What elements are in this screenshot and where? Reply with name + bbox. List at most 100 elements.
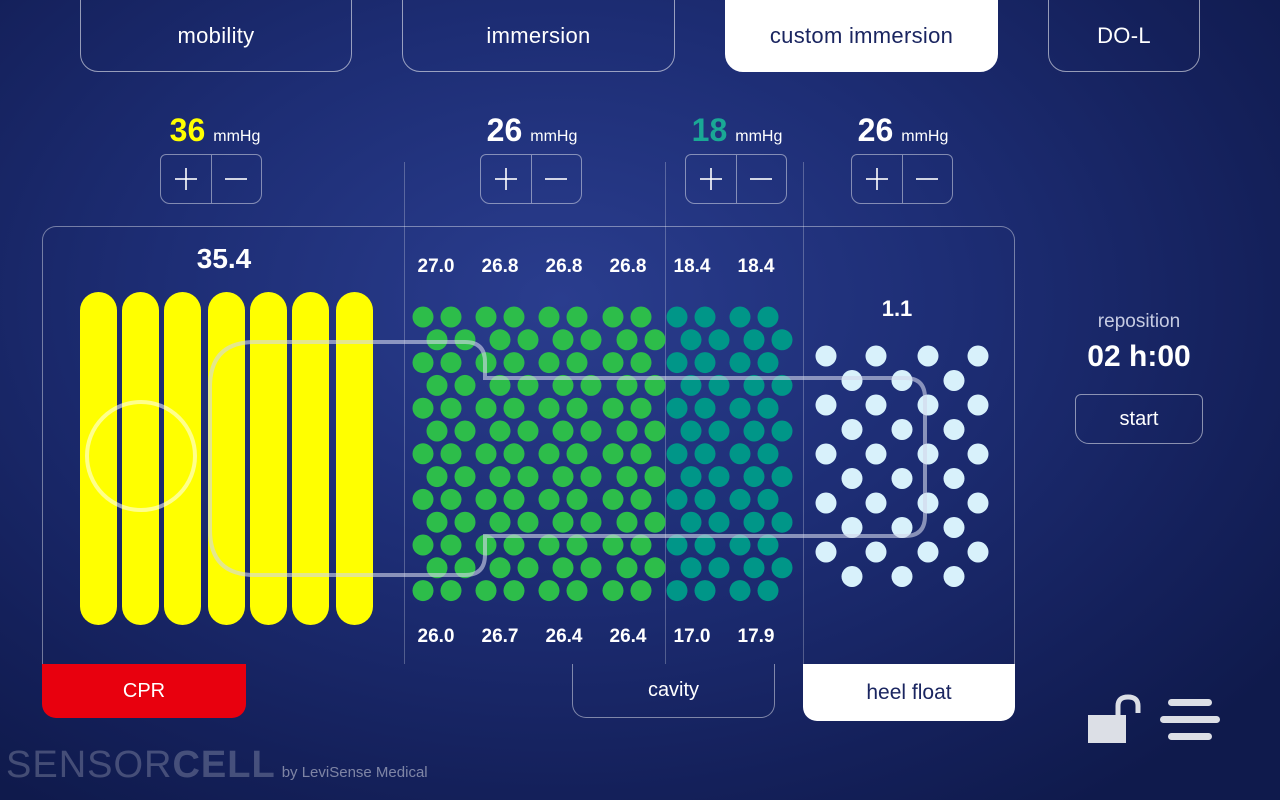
cavity-cell	[680, 329, 702, 351]
tab-custom-immersion[interactable]: custom immersion	[725, 0, 998, 72]
torso-cell	[503, 580, 525, 602]
heel-cell	[891, 419, 913, 440]
torso-top-reading: 27.0	[417, 256, 455, 277]
torso-cell	[566, 580, 588, 602]
torso-cell	[602, 306, 624, 328]
cavity-cell	[743, 329, 765, 351]
cavity-button-label: cavity	[647, 679, 700, 701]
cavity-button[interactable]: cavity	[572, 664, 775, 718]
heel-minus-button[interactable]	[901, 155, 953, 203]
hamburger-menu-icon[interactable]	[1158, 698, 1222, 744]
torso-cell	[602, 443, 624, 465]
tab-mobility[interactable]: mobility	[80, 0, 352, 72]
heel-cell	[891, 517, 913, 538]
torso-minus-button[interactable]	[530, 155, 582, 203]
cavity-cell	[708, 329, 730, 351]
cpr-pressure-value: 36	[169, 112, 206, 148]
brand-logo: SENSORCELL by LeviSense Medical	[6, 744, 428, 787]
torso-cell	[489, 466, 511, 488]
torso-cell	[426, 420, 448, 442]
start-button[interactable]: start	[1075, 394, 1203, 444]
reposition-label: reposition	[1097, 311, 1181, 332]
cavity-cell	[708, 557, 730, 579]
heel-cell	[841, 419, 863, 440]
unlock-icon[interactable]	[1086, 693, 1142, 745]
reposition-timer: 02 h:00	[1070, 340, 1208, 374]
torso-cell	[489, 420, 511, 442]
cavity-cells	[666, 306, 793, 602]
cavity-cell	[666, 443, 688, 465]
torso-cell	[602, 580, 624, 602]
torso-cell	[616, 511, 638, 533]
cavity-cell	[666, 488, 688, 510]
heel-cell	[967, 443, 989, 465]
cavity-cell	[757, 443, 779, 465]
torso-cell	[616, 466, 638, 488]
torso-cell	[616, 374, 638, 396]
reposition-minutes: 00	[1157, 340, 1191, 373]
torso-cell	[440, 352, 462, 374]
heel-cell	[841, 370, 863, 391]
cavity-minus-button[interactable]	[735, 155, 787, 203]
heel-cell	[891, 566, 913, 587]
cavity-cell	[666, 534, 688, 556]
heel-cell	[917, 541, 939, 563]
cavity-cell	[757, 397, 779, 419]
cpr-reading: 35.4	[196, 243, 252, 274]
torso-cell	[454, 420, 476, 442]
heel-float-button[interactable]: heel float	[803, 664, 1015, 721]
torso-cell	[454, 511, 476, 533]
cpr-button-label: CPR	[122, 679, 166, 702]
torso-top-reading: 26.8	[609, 256, 647, 277]
cpr-cell	[208, 292, 245, 625]
heel-pressure-stepper	[851, 154, 953, 204]
cavity-cell	[743, 466, 765, 488]
torso-cell	[644, 511, 666, 533]
cavity-cell	[708, 466, 730, 488]
cavity-cell	[680, 466, 702, 488]
torso-cell	[503, 352, 525, 374]
cpr-cell	[164, 292, 201, 625]
torso-cell	[475, 443, 497, 465]
torso-cell	[538, 534, 560, 556]
cavity-cell	[729, 488, 751, 510]
cpr-button[interactable]: CPR	[42, 664, 246, 718]
torso-cell	[426, 511, 448, 533]
heel-cells	[815, 345, 989, 587]
torso-cell	[644, 466, 666, 488]
torso-cell	[602, 352, 624, 374]
cavity-cell	[680, 374, 702, 396]
cpr-cell	[292, 292, 329, 625]
mattress-outline	[42, 226, 1015, 666]
torso-cell	[566, 397, 588, 419]
torso-cell	[454, 374, 476, 396]
torso-cell	[475, 397, 497, 419]
tab-immersion[interactable]: immersion	[402, 0, 675, 72]
cavity-cell	[729, 580, 751, 602]
cavity-cell	[771, 557, 793, 579]
torso-cell	[503, 306, 525, 328]
heel-cell	[917, 345, 939, 367]
torso-cell	[552, 420, 574, 442]
torso-cell	[580, 511, 602, 533]
torso-pressure-value: 26	[486, 112, 523, 148]
cpr-minus-button[interactable]	[210, 155, 262, 203]
torso-cell	[538, 397, 560, 419]
heel-cell	[841, 517, 863, 538]
cavity-top-reading: 18.4	[737, 256, 775, 277]
torso-pressure-stepper	[480, 154, 582, 204]
torso-cell	[616, 420, 638, 442]
torso-cell	[440, 397, 462, 419]
cavity-cell	[771, 511, 793, 533]
torso-cell	[412, 488, 434, 510]
cpr-pressure-setpoint: 36 mmHg	[145, 112, 285, 156]
torso-cell	[412, 443, 434, 465]
reposition-hours: 02	[1087, 340, 1121, 373]
torso-cell	[412, 534, 434, 556]
tab-do-l[interactable]: DO-L	[1048, 0, 1200, 72]
cavity-cell	[680, 420, 702, 442]
heel-cell	[943, 468, 965, 489]
torso-cell	[644, 557, 666, 579]
torso-cell	[538, 306, 560, 328]
